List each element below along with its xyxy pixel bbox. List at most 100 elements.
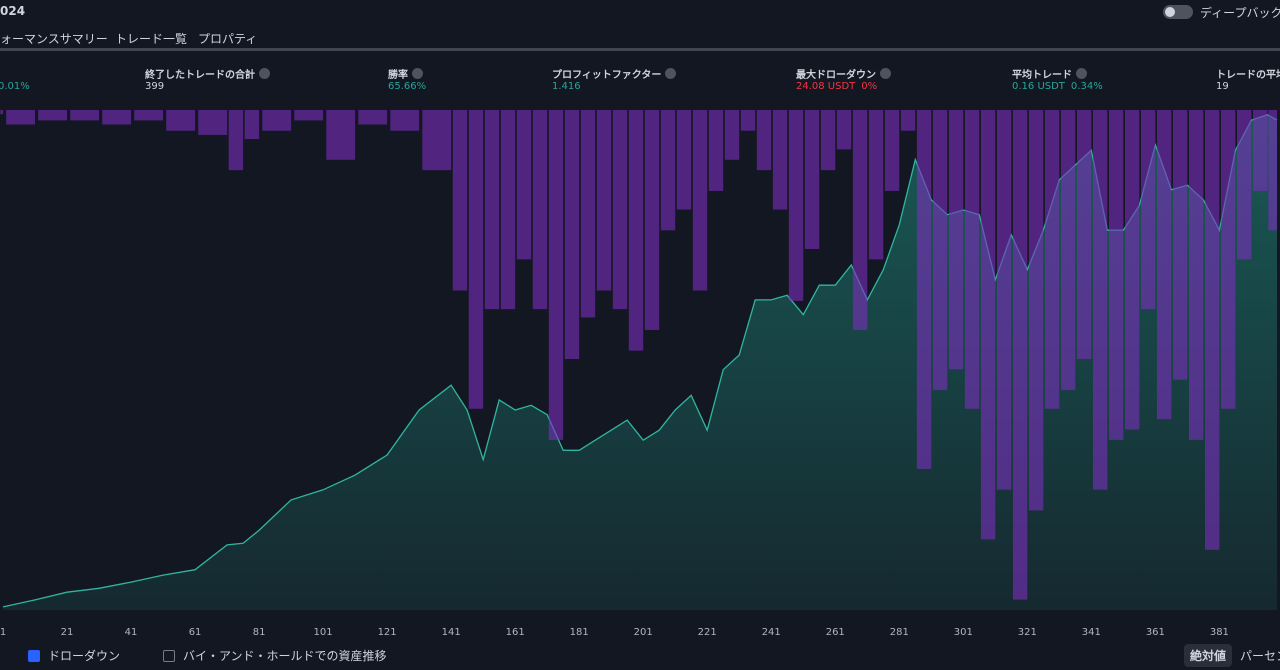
drawdown-bar <box>390 110 420 131</box>
drawdown-bar <box>628 110 644 351</box>
info-icon[interactable] <box>259 68 270 79</box>
stat-value: 24.08 USDT 0% <box>796 81 883 92</box>
stat-value-text: 0.01% <box>0 81 30 92</box>
toggle-label: ディープバックテ <box>1200 6 1280 20</box>
x-tick-label: 101 <box>314 627 333 638</box>
drawdown-bar <box>1140 110 1156 310</box>
drawdown-bar <box>500 110 516 310</box>
checkbox[interactable] <box>163 649 175 662</box>
stat-value-text: 0% <box>861 81 878 92</box>
stat-value-text: 24.08 USDT <box>796 81 856 92</box>
stat-label: プロフィットファクター <box>552 66 677 81</box>
drawdown-bar <box>964 110 980 409</box>
drawdown-bar <box>644 110 660 330</box>
drawdown-bar <box>198 110 228 135</box>
drawdown-bar <box>1156 110 1172 420</box>
drawdown-bar <box>564 110 580 359</box>
checkbox[interactable] <box>28 649 40 662</box>
stat-label: トレードの平均 <box>1216 66 1280 81</box>
x-tick-label: 381 <box>1210 627 1229 638</box>
info-icon[interactable] <box>412 68 423 79</box>
drawdown-bar <box>612 110 628 310</box>
drawdown-bar <box>660 110 676 231</box>
drawdown-bar <box>596 110 612 291</box>
drawdown-bar <box>916 110 932 469</box>
drawdown-bar <box>708 110 724 191</box>
drawdown-bar <box>1044 110 1060 409</box>
drawdown-bar <box>166 110 196 131</box>
drawdown-bar <box>0 110 3 115</box>
drawdown-bar <box>996 110 1012 490</box>
info-icon[interactable] <box>1076 68 1087 79</box>
strategy-title: 024 <box>0 4 26 18</box>
x-tick-label: 201 <box>634 627 653 638</box>
drawdown-bar <box>548 110 564 440</box>
x-tick-label: 261 <box>826 627 845 638</box>
stat-value: 0.01% <box>0 81 36 92</box>
legend-drawdown[interactable]: ドローダウン <box>28 647 120 664</box>
drawdown-bar <box>740 110 756 131</box>
x-tick-label: 221 <box>698 627 717 638</box>
legend-buy-hold[interactable]: バイ・アンド・ホールドでの資産推移 <box>163 647 387 664</box>
drawdown-bar <box>422 110 452 171</box>
drawdown-bar <box>1172 110 1188 380</box>
info-icon[interactable] <box>880 68 891 79</box>
drawdown-bar <box>884 110 900 191</box>
drawdown-bar <box>484 110 500 310</box>
x-tick-label: 61 <box>189 627 202 638</box>
drawdown-bar <box>804 110 820 250</box>
tab[interactable]: トレード一覧 <box>115 32 188 46</box>
stat-value-text: 399 <box>145 81 165 92</box>
drawdown-bar <box>1028 110 1044 511</box>
drawdown-bar <box>1108 110 1124 440</box>
drawdown-bar <box>1236 110 1252 260</box>
x-tick-label: 281 <box>890 627 909 638</box>
stat-label-text: 最大ドローダウン <box>796 70 876 81</box>
drawdown-bar <box>6 110 36 125</box>
drawdown-bar <box>836 110 852 150</box>
tab[interactable]: ォーマンスサマリー <box>0 32 108 46</box>
x-tick-label: 341 <box>1082 627 1101 638</box>
drawdown-bar <box>772 110 788 210</box>
absolute-button[interactable]: 絶対値 <box>1184 644 1233 667</box>
x-tick-label: 21 <box>61 627 74 638</box>
drawdown-bar <box>676 110 692 210</box>
drawdown-bar <box>1252 110 1268 191</box>
drawdown-bar <box>1268 110 1277 231</box>
drawdown-bar <box>932 110 948 391</box>
stat-value-text: 19 <box>1216 81 1229 92</box>
stat-value-text: 0.16 USDT <box>1012 81 1065 92</box>
drawdown-bar <box>326 110 356 160</box>
stat-value-text: 1.416 <box>552 81 581 92</box>
stat-label: 平均トレード <box>1012 66 1087 81</box>
stat-label: 終了したトレードの合計 <box>145 66 270 81</box>
drawdown-bar <box>852 110 868 330</box>
info-icon[interactable] <box>665 68 677 79</box>
x-tick-label: 161 <box>506 627 525 638</box>
drawdown-bar <box>70 110 100 121</box>
legend-label: バイ・アンド・ホールドでの資産推移 <box>183 649 387 663</box>
drawdown-bar <box>294 110 324 121</box>
percent-button[interactable]: パーセン <box>1240 649 1280 663</box>
drawdown-bar <box>1220 110 1236 409</box>
drawdown-bar <box>1076 110 1092 359</box>
stat-label: 勝率 <box>388 66 423 81</box>
drawdown-bar <box>228 110 244 171</box>
drawdown-bar <box>1092 110 1108 490</box>
drawdown-bar <box>820 110 836 171</box>
drawdown-bar <box>38 110 68 121</box>
drawdown-bar <box>134 110 164 121</box>
tab[interactable]: プロパティ <box>198 32 258 46</box>
x-tick-label: 361 <box>1146 627 1165 638</box>
stat-label-text: 勝率 <box>388 70 408 81</box>
drawdown-bar <box>580 110 596 318</box>
x-tick-label: 141 <box>442 627 461 638</box>
drawdown-bar <box>358 110 388 125</box>
stat-label-text: トレードの平均 <box>1216 70 1280 81</box>
drawdown-bar <box>1204 110 1220 550</box>
drawdown-bar <box>1060 110 1076 391</box>
deep-backtest-toggle[interactable] <box>1163 5 1193 19</box>
x-tick-label: 41 <box>125 627 138 638</box>
